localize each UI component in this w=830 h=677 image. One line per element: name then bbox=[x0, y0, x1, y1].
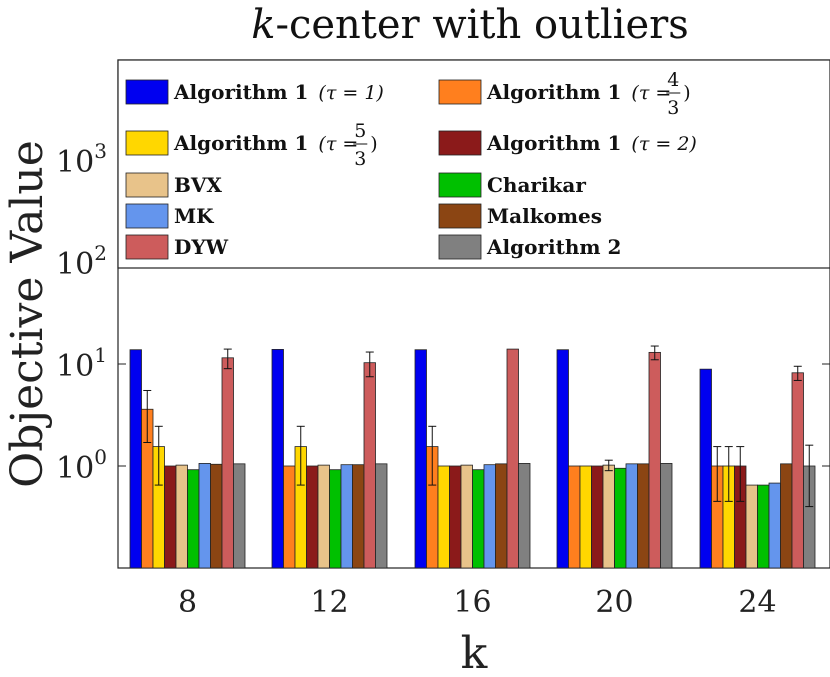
x-tick-label: 20 bbox=[595, 585, 633, 620]
bar bbox=[625, 463, 638, 569]
legend-fraction-numerator: 5 bbox=[354, 120, 366, 142]
bar bbox=[363, 362, 376, 569]
x-tick-label: 8 bbox=[178, 585, 197, 620]
x-tick-label: 24 bbox=[738, 585, 776, 620]
bar bbox=[472, 469, 485, 569]
bar bbox=[340, 464, 353, 569]
bar bbox=[579, 465, 592, 569]
legend: Algorithm 1 (τ = 1) Algorithm 1 (τ =43)Algo… bbox=[117, 59, 830, 269]
bar bbox=[483, 464, 496, 569]
bar bbox=[164, 465, 177, 569]
bar bbox=[210, 463, 223, 569]
y-tick-label: 100 bbox=[56, 445, 107, 486]
legend-items: Algorithm 1 (τ = 1) Algorithm 1 (τ =43)Algo… bbox=[125, 69, 697, 260]
x-axis: 8 12 16 20 24 bbox=[178, 560, 777, 620]
chart-title: k-center with outliers bbox=[251, 2, 689, 48]
legend-label: BVX bbox=[174, 173, 222, 197]
legend-swatch bbox=[125, 172, 169, 198]
legend-swatch bbox=[438, 203, 482, 229]
y-tick-label: 101 bbox=[56, 343, 107, 384]
bar bbox=[568, 465, 581, 569]
bar bbox=[175, 464, 188, 569]
legend-label: DYW bbox=[174, 235, 229, 259]
y-axis: 100 101 102 103 bbox=[56, 139, 830, 486]
legend-swatch bbox=[438, 234, 482, 260]
bar bbox=[352, 464, 365, 569]
bar bbox=[506, 348, 519, 569]
bar bbox=[768, 482, 781, 569]
bar bbox=[198, 463, 211, 569]
bar bbox=[187, 469, 200, 569]
legend-label: Algorithm 1 (τ = 2) bbox=[486, 131, 697, 155]
bar bbox=[221, 357, 234, 569]
y-tick-label: 103 bbox=[56, 139, 107, 180]
legend-label: Algorithm 1 (τ = bbox=[486, 80, 671, 104]
bar bbox=[614, 467, 627, 569]
bar bbox=[271, 349, 284, 569]
x-tick-label: 12 bbox=[310, 585, 348, 620]
bar bbox=[518, 463, 531, 569]
x-axis-label: k bbox=[461, 628, 488, 673]
legend-label: Algorithm 1 (τ = 1) bbox=[173, 80, 384, 104]
bar bbox=[780, 463, 793, 569]
bar bbox=[757, 484, 770, 569]
legend-swatch bbox=[125, 130, 169, 156]
bars-layer bbox=[129, 345, 816, 569]
bar bbox=[306, 465, 319, 569]
legend-swatch bbox=[125, 79, 169, 105]
x-tick-label: 16 bbox=[453, 585, 491, 620]
legend-param-close: ) bbox=[683, 82, 690, 104]
bar bbox=[556, 349, 569, 569]
bar bbox=[791, 372, 804, 569]
bar bbox=[317, 464, 330, 569]
bar bbox=[233, 463, 246, 569]
y-tick-label: 102 bbox=[56, 241, 107, 282]
bar bbox=[745, 484, 758, 569]
legend-label: Algorithm 2 bbox=[486, 235, 621, 259]
legend-fraction-denominator: 3 bbox=[667, 97, 679, 119]
bar bbox=[602, 464, 615, 569]
bar bbox=[283, 465, 296, 569]
bar bbox=[414, 349, 427, 569]
legend-swatch bbox=[125, 234, 169, 260]
legend-param-close: ) bbox=[370, 133, 377, 155]
legend-label: Algorithm 1 (τ = bbox=[173, 131, 358, 155]
bar bbox=[129, 349, 142, 569]
legend-label: MK bbox=[174, 204, 214, 228]
bar bbox=[699, 368, 712, 569]
legend-fraction-numerator: 4 bbox=[667, 69, 679, 91]
bar bbox=[637, 463, 650, 569]
bar bbox=[495, 463, 508, 569]
y-axis-label: Objective Value bbox=[2, 140, 53, 488]
bar bbox=[460, 464, 473, 569]
legend-label: Malkomes bbox=[487, 204, 602, 228]
bar bbox=[329, 469, 342, 569]
bar bbox=[591, 465, 604, 569]
legend-fraction-denominator: 3 bbox=[354, 148, 366, 170]
bar bbox=[449, 465, 462, 569]
legend-swatch bbox=[438, 172, 482, 198]
bar bbox=[437, 465, 450, 569]
bar bbox=[648, 351, 661, 569]
legend-label: Charikar bbox=[487, 173, 586, 197]
legend-swatch bbox=[438, 130, 482, 156]
bar bbox=[660, 463, 673, 569]
legend-swatch bbox=[438, 79, 482, 105]
bar bbox=[375, 463, 388, 569]
legend-swatch bbox=[125, 203, 169, 229]
